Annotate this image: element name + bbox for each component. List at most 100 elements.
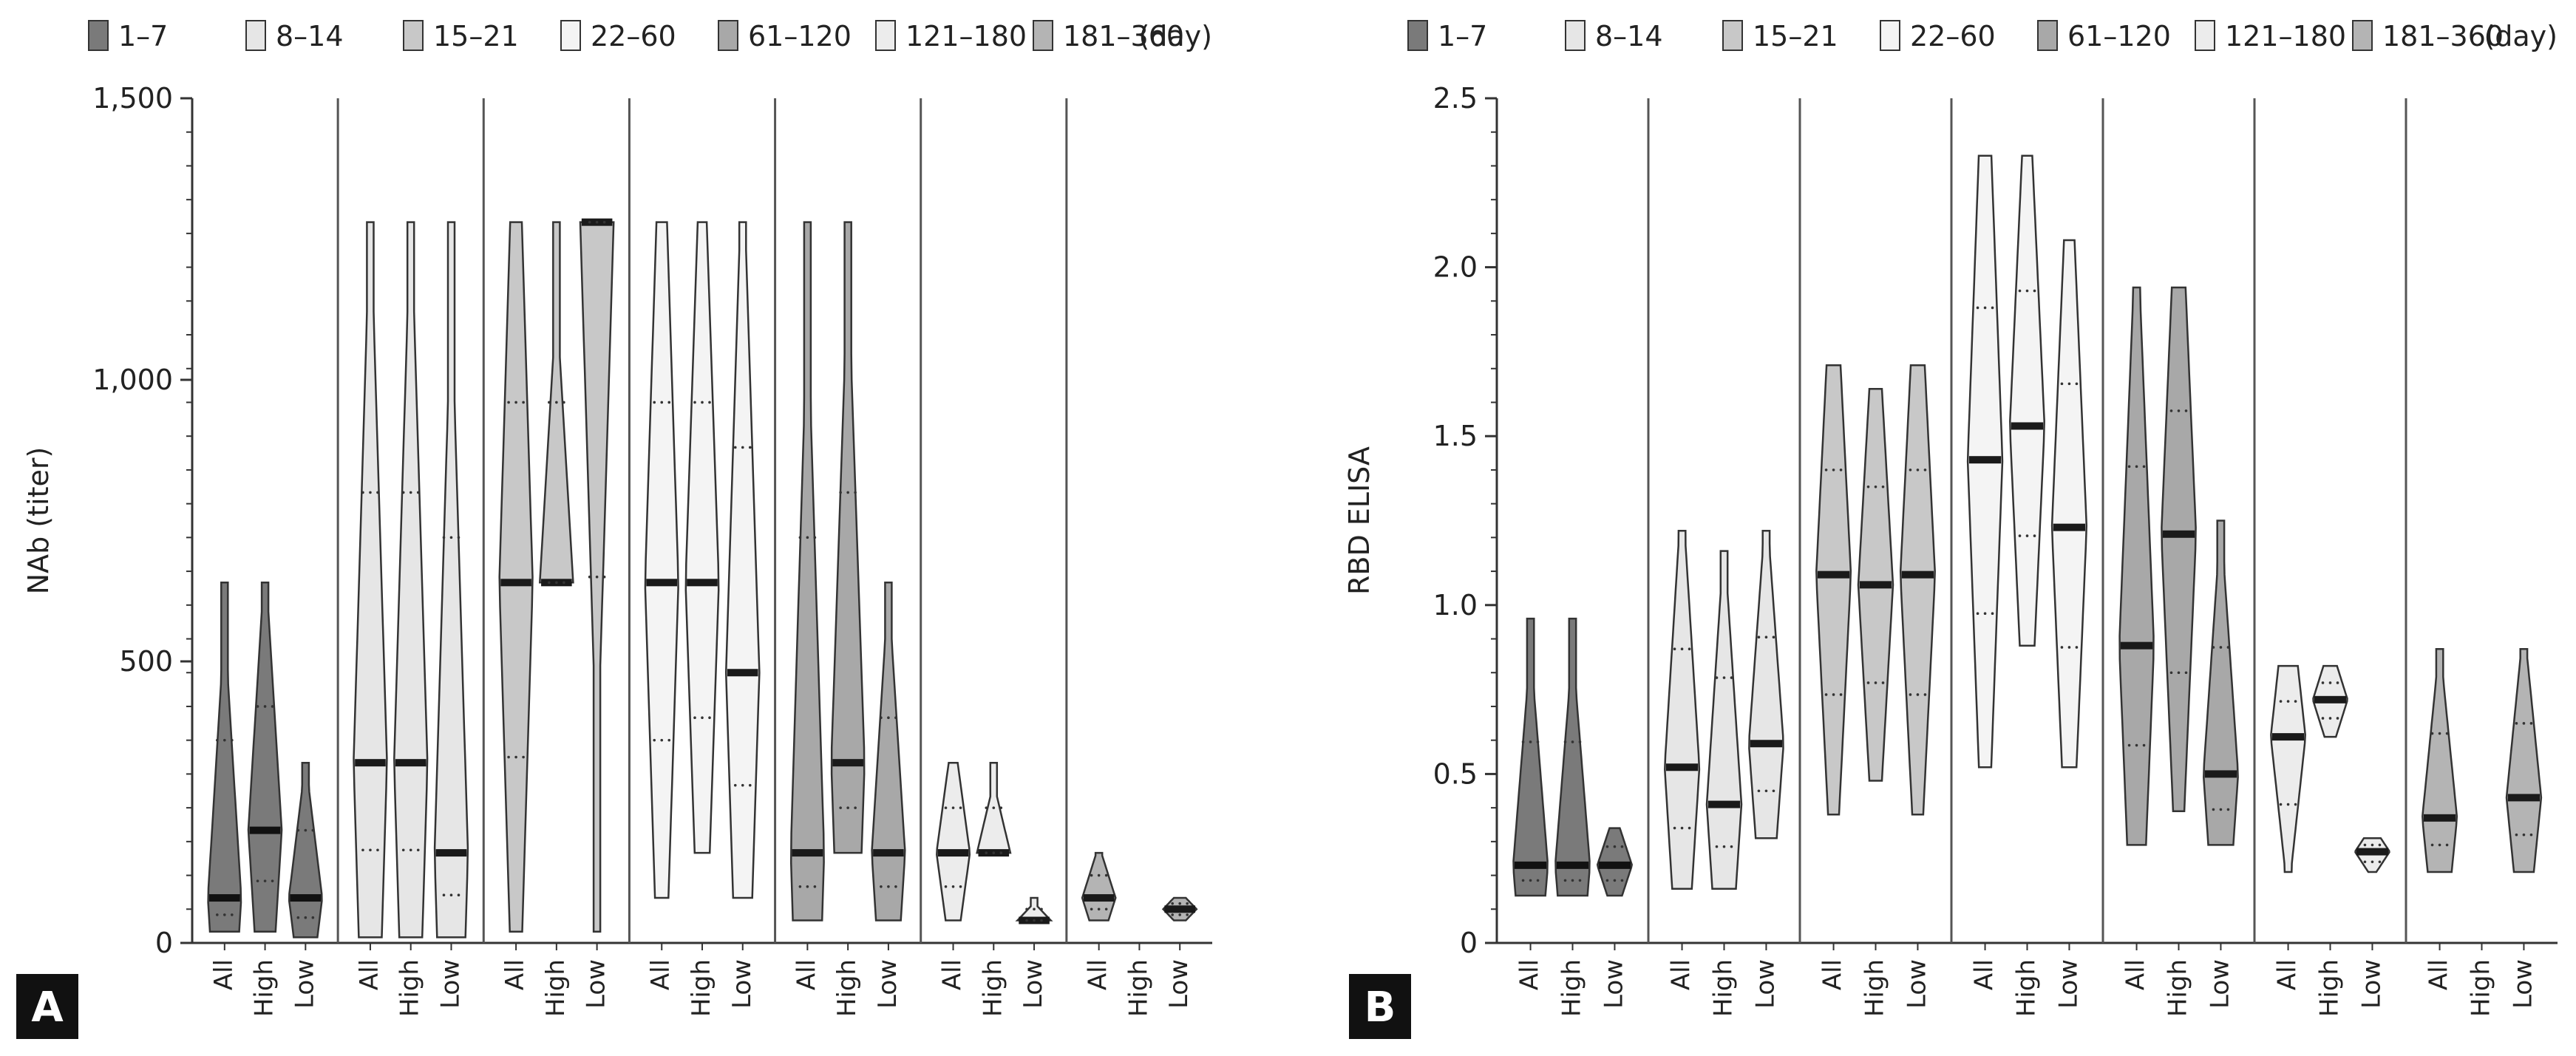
median-mark (792, 849, 823, 857)
quartile-dot (1764, 789, 1768, 793)
legend-label: 181–360 (1063, 20, 1184, 52)
quartile-dot (2219, 808, 2223, 811)
quartile-dot (2226, 646, 2230, 649)
quartile-dot (813, 536, 817, 539)
x-tick-label: All (2273, 959, 2303, 990)
group-1: All High Low (1647, 98, 1784, 1017)
quartile-dot (846, 491, 849, 494)
median-mark (1901, 570, 1934, 579)
panel-badge-box (1349, 974, 1411, 1039)
quartile-dot (1983, 612, 1987, 616)
quartile-dot (999, 851, 1003, 854)
legend-item: 181–360 (2352, 20, 2504, 52)
quartile-dot (361, 848, 364, 852)
median-mark (2204, 770, 2237, 778)
panel-badge: A (16, 974, 78, 1039)
quartile-dot (2515, 833, 2518, 837)
quartile-dot (1186, 902, 1189, 905)
quartile-dot (2226, 808, 2230, 811)
quartile-dot (263, 879, 267, 882)
legend-swatch (1722, 20, 1743, 51)
quartile-dot (548, 401, 551, 404)
quartile-dot (216, 738, 219, 742)
violin-mark (1512, 617, 1549, 897)
quartile-dot (2363, 843, 2367, 847)
legend-item: 22–60 (560, 20, 676, 52)
legend-label: 1–7 (1438, 20, 1487, 52)
legend: 1–7 8–14 15–21 22–60 61–120 121–180 181–360(da… (88, 20, 1212, 52)
median-mark (687, 579, 718, 587)
quartile-dot (1025, 907, 1028, 911)
quartile-dot (1874, 681, 1877, 684)
y-axis-label: NAb (titer) (22, 447, 55, 595)
quartile-dot (894, 885, 897, 888)
quartile-dot (2033, 534, 2036, 537)
quartile-dot (1923, 693, 1927, 696)
legend-swatch (245, 20, 266, 51)
group-3: All High Low (628, 98, 761, 1017)
quartile-dot (1722, 845, 1726, 848)
x-tick-label: Low (1750, 959, 1780, 1009)
quartile-dot (311, 828, 315, 832)
median-mark (2011, 422, 2044, 430)
x-tick-label: High (2467, 959, 2496, 1017)
quartile-dot (2142, 743, 2146, 747)
median-mark (1164, 905, 1195, 913)
quartile-dot (2286, 803, 2290, 806)
median-mark (1750, 740, 1783, 748)
quartile-dot (2294, 700, 2297, 703)
x-tick-label: All (1970, 959, 1999, 990)
quartile-dot (2438, 843, 2441, 847)
quartile-dot (2127, 465, 2131, 469)
quartile-dot (798, 536, 802, 539)
quartile-dot (457, 893, 461, 897)
quartile-dot (271, 705, 274, 708)
quartile-dot (1916, 693, 1920, 696)
quartile-dot (2529, 722, 2533, 725)
x-tick-label: All (792, 959, 821, 990)
legend-item: 8–14 (1565, 20, 1663, 52)
quartile-dot (806, 536, 809, 539)
violin-mark (871, 582, 906, 922)
quartile-dot (839, 806, 842, 809)
legend-item: 22–60 (1880, 20, 1996, 52)
quartile-dot (263, 705, 267, 708)
violin-mark (789, 221, 825, 922)
quartile-dot (1571, 740, 1574, 743)
legend-swatch (403, 20, 424, 51)
panel-B: 1–7 8–14 15–21 22–60 61–120 121–180 181–360(da… (1343, 20, 2558, 1039)
quartile-dot (1772, 636, 1775, 639)
quartile-dot (2135, 465, 2138, 469)
legend-label: 15–21 (433, 20, 519, 52)
group-2: All High Low (482, 98, 615, 1017)
quartile-dot (1722, 676, 1726, 679)
x-tick-label: All (1667, 959, 1696, 990)
x-tick-label: Low (1164, 959, 1194, 1009)
median-mark (1514, 861, 1547, 869)
quartile-dot (2279, 803, 2283, 806)
quartile-dot (1033, 907, 1036, 911)
quartile-dot (514, 401, 517, 404)
quartile-dot (653, 738, 656, 742)
quartile-dot (1715, 676, 1719, 679)
quartile-dot (839, 491, 842, 494)
quartile-dot (2169, 671, 2173, 675)
quartile-dot (894, 716, 897, 719)
quartile-dot (1521, 879, 1525, 882)
quartile-dot (256, 879, 259, 882)
quartile-dot (2142, 465, 2146, 469)
quartile-dot (1171, 902, 1174, 905)
x-tick-label: High (395, 959, 425, 1017)
panel-badge-label: B (1365, 984, 1396, 1032)
quartile-dot (2294, 803, 2297, 806)
quartile-dot (1613, 845, 1617, 848)
legend-label: 22–60 (1910, 20, 1996, 52)
median-mark (395, 759, 426, 767)
median-mark (2053, 523, 2086, 531)
quartile-dot (416, 491, 420, 494)
quartile-dot (959, 806, 962, 809)
quartile-dot (708, 401, 711, 404)
quartile-dot (602, 575, 606, 579)
violin-mark (498, 221, 534, 933)
quartile-dot (1536, 740, 1540, 743)
